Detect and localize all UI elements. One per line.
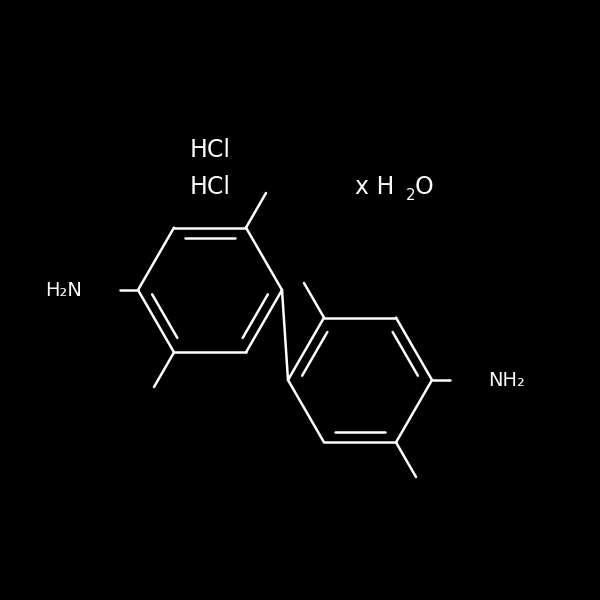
Text: 2: 2 [406,187,416,202]
Text: HCl: HCl [190,175,230,199]
Text: HCl: HCl [190,138,230,162]
Text: NH₂: NH₂ [488,370,525,389]
Text: O: O [415,175,434,199]
Text: x H: x H [355,175,394,199]
Text: H₂N: H₂N [45,280,82,299]
